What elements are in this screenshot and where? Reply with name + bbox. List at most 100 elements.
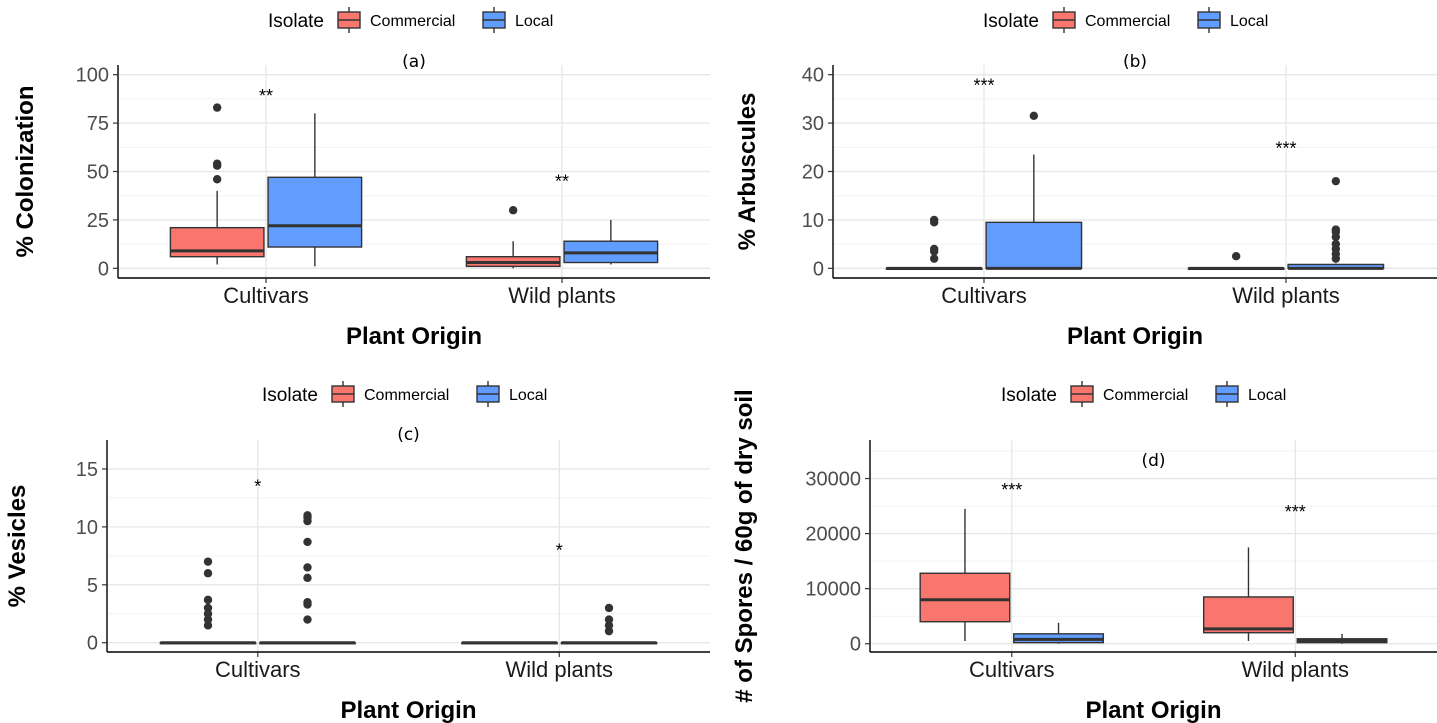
- x-tick-label: Wild plants: [505, 657, 613, 682]
- y-tick-label: 0: [98, 258, 109, 280]
- significance-label: ***: [1275, 138, 1296, 158]
- y-tick-label: 50: [87, 162, 109, 184]
- significance-label: **: [259, 86, 273, 106]
- significance-label: *: [254, 477, 261, 497]
- y-tick-label: 0: [813, 258, 824, 280]
- chart-panel-4: 0 10000 20000 30000 Cultivars Wild plants *** *…: [731, 381, 1437, 723]
- y-tick-label: 15: [76, 459, 98, 481]
- box-commercial-wild-plants: [1187, 252, 1285, 271]
- box-local-wild-plants: [1296, 633, 1388, 644]
- x-tick-label: Cultivars: [941, 283, 1027, 308]
- y-axis-title: % Arbuscules: [734, 93, 761, 251]
- legend: Isolate Commercial Local: [983, 7, 1268, 33]
- legend-label: Local: [1248, 387, 1286, 404]
- outlier-point: [929, 254, 939, 263]
- legend-title: Isolate: [268, 11, 324, 32]
- outlier-point: [604, 615, 614, 624]
- y-tick-label: 30: [802, 113, 824, 135]
- box-local-wild-plants: [563, 219, 659, 265]
- outlier-point: [203, 557, 213, 566]
- y-tick-label: 20000: [805, 524, 861, 546]
- box-body: [267, 176, 363, 248]
- x-tick-label: Wild plants: [508, 283, 616, 308]
- outlier-point: [929, 215, 939, 225]
- outlier-point: [303, 615, 312, 624]
- outlier-point: [212, 175, 222, 184]
- legend: Isolate Commercial Local: [268, 7, 553, 33]
- y-tick-label: 5: [87, 575, 98, 597]
- outlier-point: [508, 206, 518, 215]
- chart-panel-2: 0 10 20 30 40 Cultivars Wild plants *** *** (b) Pl…: [734, 7, 1437, 350]
- box-commercial-cultivars: [169, 103, 265, 265]
- outlier-point: [1331, 239, 1341, 249]
- outlier-point: [604, 621, 614, 630]
- significance-label: ***: [1001, 480, 1022, 500]
- x-axis-title: Plant Origin: [340, 697, 476, 723]
- legend: Isolate Commercial Local: [262, 381, 547, 407]
- outlier-point: [303, 563, 312, 572]
- significance-label: ***: [1285, 502, 1306, 522]
- box-commercial-cultivars: [159, 557, 257, 645]
- panel-label: (b): [1123, 52, 1147, 72]
- box-body: [919, 572, 1011, 623]
- box-local-cultivars: [1013, 622, 1105, 644]
- y-tick-label: 10: [802, 210, 824, 232]
- y-tick-label: 40: [802, 65, 824, 87]
- legend-key-commercial: [1070, 381, 1094, 407]
- box-body: [1202, 596, 1294, 634]
- outlier-point: [303, 511, 312, 520]
- x-axis-title: Plant Origin: [1067, 323, 1203, 350]
- legend-key-local: [476, 381, 500, 407]
- panel-label: (c): [397, 425, 420, 445]
- legend: Isolate Commercial Local: [1001, 381, 1286, 407]
- x-tick-label: Cultivars: [223, 283, 309, 308]
- y-tick-label: 10000: [805, 579, 861, 601]
- legend-key-commercial: [1052, 7, 1076, 33]
- outlier-point: [203, 603, 213, 613]
- y-tick-label: 75: [87, 113, 109, 135]
- legend-label: Commercial: [1103, 387, 1188, 404]
- outlier-point: [203, 569, 213, 578]
- x-tick-label: Wild plants: [1232, 283, 1340, 308]
- legend-label: Commercial: [1085, 13, 1170, 30]
- box-body: [985, 221, 1083, 270]
- legend-title: Isolate: [262, 385, 318, 406]
- outlier-point: [604, 626, 614, 636]
- x-tick-label: Wild plants: [1241, 657, 1349, 682]
- outlier-point: [203, 615, 213, 624]
- panel-label: (a): [402, 52, 426, 72]
- y-tick-label: 20: [802, 162, 824, 184]
- x-axis-title: Plant Origin: [1085, 697, 1221, 723]
- outlier-point: [303, 573, 312, 583]
- chart-panel-1: 0 25 50 75 100 Cultivars Wild plants ** ** (a) Pla…: [12, 7, 710, 350]
- outlier-point: [929, 244, 939, 254]
- box-commercial-wild-plants: [461, 641, 558, 645]
- box-commercial-wild-plants: [1202, 547, 1294, 641]
- x-tick-label: Cultivars: [215, 657, 301, 682]
- outlier-point: [203, 595, 213, 605]
- y-axis-title: # of Spores / 60g of dry soil: [731, 389, 758, 702]
- outlier-point: [212, 103, 222, 112]
- legend-label: Commercial: [370, 13, 455, 30]
- legend-label: Local: [509, 387, 547, 404]
- legend-label: Commercial: [364, 387, 449, 404]
- box-local-wild-plants: [560, 603, 658, 645]
- x-axis-title: Plant Origin: [346, 323, 482, 350]
- legend-key-commercial: [331, 381, 355, 407]
- y-tick-label: 100: [76, 65, 109, 87]
- box-local-cultivars: [259, 511, 356, 645]
- box-commercial-wild-plants: [465, 206, 561, 269]
- outlier-point: [1331, 176, 1341, 186]
- y-axis-title: % Vesicles: [4, 485, 31, 608]
- significance-label: ***: [973, 76, 994, 96]
- y-tick-label: 0: [87, 633, 98, 655]
- legend-key-commercial: [337, 7, 361, 33]
- box-local-cultivars: [267, 113, 363, 267]
- legend-key-local: [1197, 7, 1221, 33]
- x-tick-label: Cultivars: [969, 657, 1055, 682]
- significance-label: *: [556, 540, 563, 560]
- outlier-point: [1231, 252, 1241, 261]
- outlier-point: [604, 603, 614, 613]
- legend-label: Local: [515, 13, 553, 30]
